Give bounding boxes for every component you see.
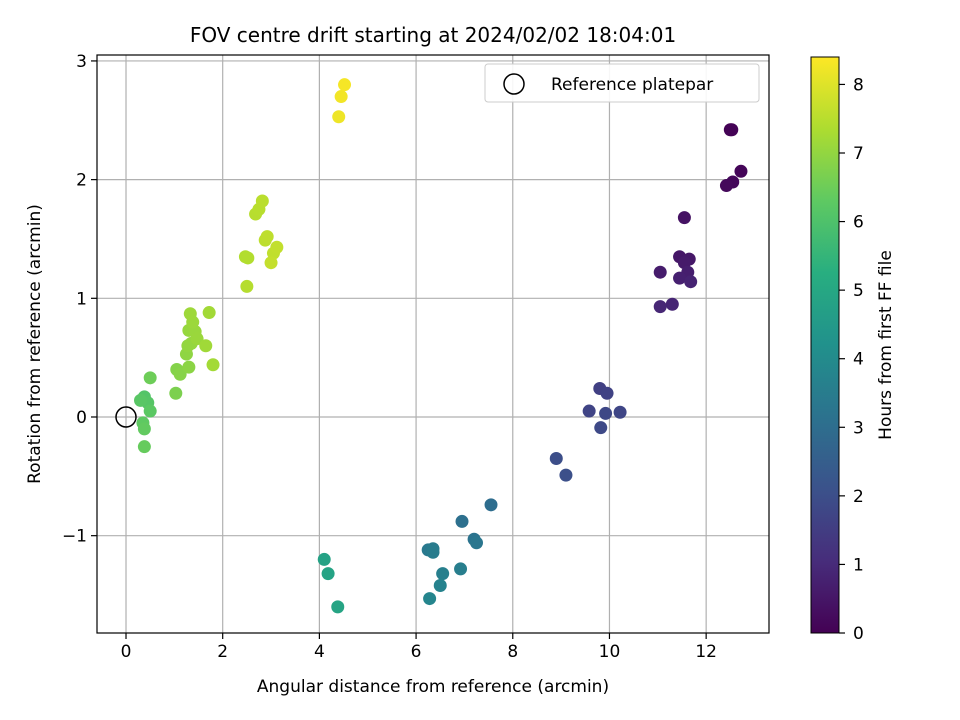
- data-point: [270, 240, 284, 254]
- data-point: [255, 194, 269, 208]
- plot-frame: [96, 54, 770, 634]
- x-tick-label: 6: [411, 642, 422, 662]
- data-point: [143, 404, 157, 418]
- data-point: [332, 110, 346, 124]
- colorbar-tick-label: 8: [853, 75, 864, 95]
- data-point: [134, 393, 148, 407]
- data-point: [594, 421, 608, 435]
- x-tick-label: 0: [121, 642, 132, 662]
- data-point: [734, 164, 748, 178]
- y-tick-label: 1: [76, 289, 87, 309]
- data-point: [549, 452, 563, 466]
- colorbar-ticks: 0 1 2 3 4 5 6 7 8: [839, 75, 864, 644]
- data-point: [433, 579, 447, 593]
- y-tick-label: −1: [62, 527, 87, 547]
- data-point: [143, 371, 157, 385]
- data-point: [202, 306, 216, 320]
- y-tick-label: 0: [76, 408, 87, 428]
- colorbar: 0 1 2 3 4 5 6 7 8 Hours from first FF file: [810, 56, 896, 644]
- colorbar-tick-label: 2: [853, 487, 864, 507]
- x-tick-label: 4: [314, 642, 325, 662]
- data-point: [559, 468, 573, 482]
- legend-box: [484, 63, 760, 103]
- data-point: [599, 406, 613, 420]
- data-point: [470, 536, 484, 550]
- data-point: [484, 498, 498, 512]
- data-point: [653, 265, 667, 279]
- colorbar-tick-label: 7: [853, 144, 864, 164]
- x-axis-label: Angular distance from reference (arcmin): [257, 677, 609, 697]
- data-point: [338, 78, 352, 92]
- data-point: [600, 386, 614, 400]
- data-point: [725, 123, 739, 137]
- data-point: [190, 332, 204, 346]
- y-axis-label: Rotation from reference (arcmin): [25, 204, 45, 484]
- data-point: [331, 600, 345, 614]
- y-tick-label: 2: [76, 171, 87, 191]
- chart-title: FOV centre drift starting at 2024/02/02 …: [190, 23, 676, 47]
- data-point: [454, 562, 468, 576]
- data-point: [719, 179, 733, 193]
- data-point: [613, 405, 627, 419]
- legend-marker-reference-icon: [503, 73, 525, 95]
- colorbar-tick-label: 5: [853, 281, 864, 301]
- y-tick-label: 3: [76, 52, 87, 72]
- data-point: [423, 592, 437, 606]
- data-point: [173, 367, 187, 381]
- data-point: [260, 230, 274, 244]
- data-point: [436, 567, 450, 581]
- data-point: [321, 567, 335, 581]
- data-point: [169, 386, 183, 400]
- data-point: [653, 300, 667, 314]
- colorbar-tick-label: 1: [853, 555, 864, 575]
- x-tick-label: 2: [217, 642, 228, 662]
- data-point: [455, 514, 469, 528]
- data-point: [582, 404, 596, 418]
- data-point: [334, 90, 348, 104]
- data-point: [426, 545, 440, 559]
- colorbar-label: Hours from first FF file: [876, 250, 896, 440]
- x-tick-label: 12: [695, 642, 717, 662]
- data-point: [183, 307, 197, 321]
- data-point: [684, 275, 698, 289]
- data-point: [206, 358, 220, 372]
- x-tick-label: 10: [599, 642, 621, 662]
- data-point: [677, 211, 691, 225]
- legend-label: Reference platepar: [551, 75, 713, 95]
- data-point: [317, 552, 331, 566]
- legend: Reference platepar: [484, 63, 760, 103]
- data-point: [264, 256, 278, 270]
- data-point: [137, 440, 151, 454]
- grid-lines: [97, 55, 769, 633]
- data-point: [199, 339, 213, 353]
- data-point: [240, 279, 254, 293]
- data-point: [665, 297, 679, 311]
- data-point: [182, 360, 196, 374]
- x-tick-label: 8: [507, 642, 518, 662]
- colorbar-tick-label: 3: [853, 418, 864, 438]
- data-point: [241, 251, 255, 265]
- data-points: [115, 78, 748, 614]
- data-point: [673, 271, 687, 285]
- data-point: [137, 422, 151, 436]
- colorbar-tick-label: 4: [853, 350, 864, 370]
- reference-platepar-marker: [115, 406, 137, 428]
- x-axis-ticks: 0 2 4 6 8 10 12: [121, 633, 717, 662]
- y-axis-ticks: −1 0 1 2 3: [62, 52, 97, 547]
- colorbar-tick-label: 6: [853, 213, 864, 233]
- colorbar-tick-label: 0: [853, 624, 864, 644]
- colorbar-gradient: [810, 56, 840, 634]
